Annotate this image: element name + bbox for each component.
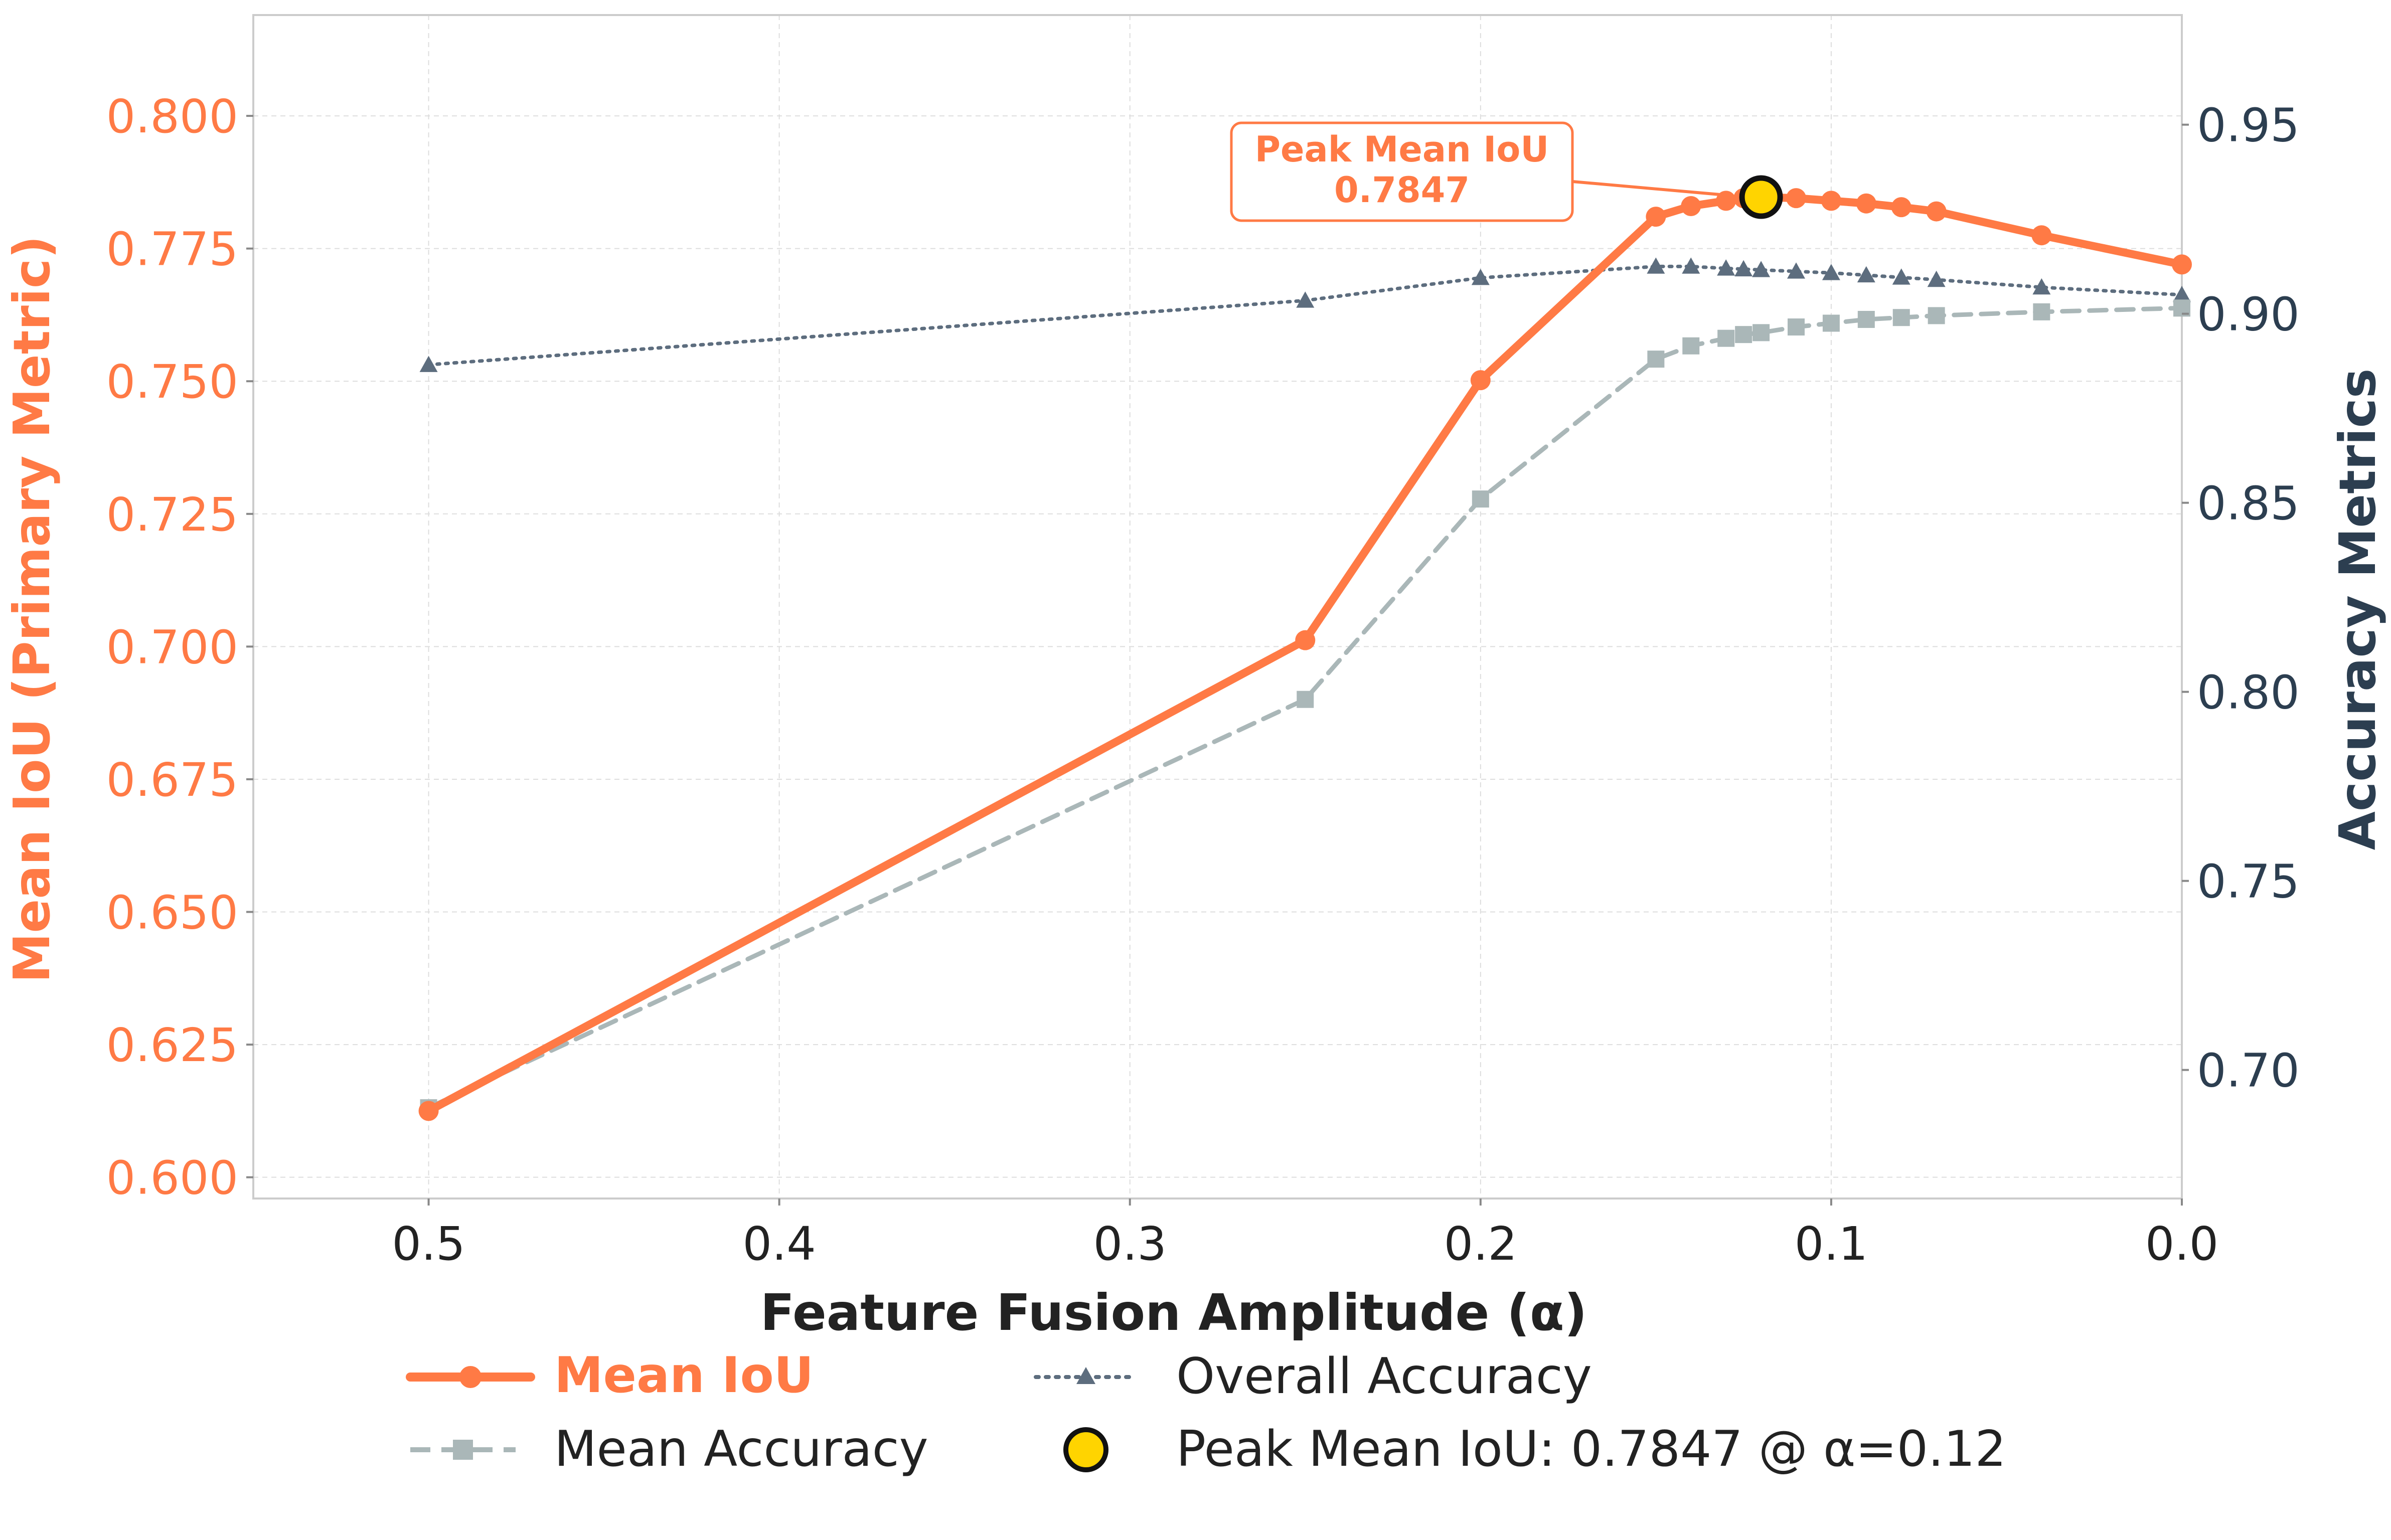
x-tick-label: 0.5 (392, 1217, 465, 1271)
x-tick-label: 0.4 (742, 1217, 816, 1271)
data-point-mean-iou (1926, 201, 1947, 222)
right-tick-label: 0.75 (2197, 855, 2300, 909)
data-point-mean-accuracy (1682, 337, 1700, 355)
data-point-mean-iou (1681, 196, 1701, 216)
data-point-mean-iou (2031, 225, 2052, 246)
series-line-mean-iou (424, 193, 2186, 1115)
data-point-overall-accuracy (419, 356, 438, 372)
data-point-mean-iou (418, 1101, 439, 1121)
series-layer (418, 175, 2192, 1121)
data-point-overall-accuracy (1682, 257, 1700, 274)
x-tick-label: 0.1 (1795, 1217, 1868, 1271)
data-point-overall-accuracy (1296, 291, 1315, 308)
legend-entry-peak: Peak Mean IoU: 0.7847 @ α=0.12 (1063, 1421, 2006, 1478)
grid-lines (253, 15, 2182, 1199)
data-point-mean-iou (1856, 193, 1876, 214)
data-point-overall-accuracy (1787, 262, 1805, 279)
right-tick-label: 0.95 (2197, 99, 2300, 152)
left-tick-label: 0.600 (106, 1151, 238, 1205)
data-point-overall-accuracy (1717, 259, 1735, 276)
data-point-mean-accuracy (1717, 329, 1735, 347)
data-point-overall-accuracy (1471, 269, 1490, 285)
right-tick-label: 0.85 (2197, 477, 2300, 531)
legend-entry-mean-accuracy: Mean Accuracy (410, 1421, 928, 1478)
legend-label-mean-accuracy: Mean Accuracy (554, 1421, 928, 1478)
data-point-mean-iou (1891, 197, 1911, 218)
data-point-overall-accuracy (2173, 285, 2191, 302)
axes-layer: 0.5 0.4 0.3 0.2 0.1 0.0 0.600 0.625 0.650 0.675 0.… (106, 90, 2300, 1271)
legend-label-peak: Peak Mean IoU: 0.7847 @ α=0.12 (1176, 1421, 2006, 1478)
legend-swatch-overall-accuracy-marker (1076, 1367, 1095, 1384)
data-point-overall-accuracy (1734, 260, 1753, 277)
left-tick-label: 0.700 (106, 620, 238, 674)
data-point-mean-accuracy (1472, 490, 1489, 508)
left-tick-label: 0.650 (106, 886, 238, 940)
right-tick-label: 0.80 (2197, 666, 2300, 720)
data-point-overall-accuracy (1822, 264, 1840, 280)
data-point-overall-accuracy (1892, 268, 1910, 285)
x-tick-label: 0.2 (1444, 1217, 1517, 1271)
data-point-mean-accuracy (1857, 310, 1875, 328)
x-axis-title: Feature Fusion Amplitude (α) (760, 1283, 1587, 1342)
data-point-overall-accuracy (1857, 266, 1875, 283)
left-axis-title: Mean IoU (Primary Metric) (3, 236, 61, 983)
peak-annotation-box (1230, 121, 1574, 222)
data-point-mean-accuracy (1647, 351, 1665, 368)
x-tick-label: 0.3 (1093, 1217, 1167, 1271)
plot-frame (252, 14, 2183, 1200)
data-point-mean-accuracy (1752, 324, 1770, 341)
data-point-mean-accuracy (1822, 314, 1840, 332)
data-point-mean-iou (1295, 630, 1316, 650)
data-point-overall-accuracy (2032, 278, 2051, 295)
left-tick-label: 0.675 (106, 753, 238, 807)
data-point-overall-accuracy (1927, 270, 1946, 287)
left-tick-label: 0.725 (106, 488, 238, 542)
left-tick-label: 0.775 (106, 223, 238, 276)
peak-marker (1739, 175, 1783, 219)
data-point-mean-iou (2172, 254, 2192, 275)
data-point-mean-accuracy (1297, 691, 1314, 708)
legend-entry-mean-iou: Mean IoU (406, 1347, 814, 1404)
legend: Mean IoU Overall Accuracy Mean Accuracy … (406, 1347, 2006, 1478)
data-point-overall-accuracy (1752, 261, 1771, 277)
data-point-mean-iou (1470, 370, 1491, 391)
left-tick-label: 0.750 (106, 355, 238, 409)
data-point-overall-accuracy (1647, 257, 1665, 274)
legend-label-mean-iou: Mean IoU (554, 1347, 814, 1404)
left-tick-label: 0.800 (106, 90, 238, 143)
left-tick-label: 0.625 (106, 1018, 238, 1072)
data-point-mean-accuracy (1928, 307, 1945, 324)
peak-annotation-title: Peak Mean IoU (1255, 129, 1549, 170)
right-tick-label: 0.70 (2197, 1044, 2300, 1098)
peak-annotation-connector (1572, 180, 1732, 197)
peak-annotation: Peak Mean IoU 0.7847 (1230, 121, 1732, 222)
data-point-mean-iou (1821, 191, 1841, 211)
series-line-mean-accuracy (426, 305, 2184, 1110)
peak-annotation-value: 0.7847 (1334, 169, 1470, 211)
data-point-mean-accuracy (1735, 326, 1752, 344)
right-axis-title: Accuracy Metrics (2328, 369, 2387, 850)
right-tick-label: 0.90 (2197, 288, 2300, 341)
data-point-mean-accuracy (1892, 309, 1910, 326)
x-tick-label: 0.0 (2145, 1217, 2218, 1271)
legend-label-overall-accuracy: Overall Accuracy (1176, 1348, 1592, 1405)
data-point-mean-iou (1646, 207, 1666, 227)
legend-swatch-peak-marker (1063, 1427, 1108, 1472)
data-point-mean-accuracy (2033, 303, 2050, 320)
legend-entry-overall-accuracy: Overall Accuracy (1034, 1348, 1592, 1405)
data-point-mean-iou (1786, 188, 1806, 209)
series-line-overall-accuracy (427, 264, 2184, 367)
legend-swatch-mean-iou-marker (459, 1366, 482, 1388)
legend-swatch-mean-accuracy-marker (453, 1440, 473, 1460)
data-point-mean-accuracy (1788, 318, 1805, 336)
